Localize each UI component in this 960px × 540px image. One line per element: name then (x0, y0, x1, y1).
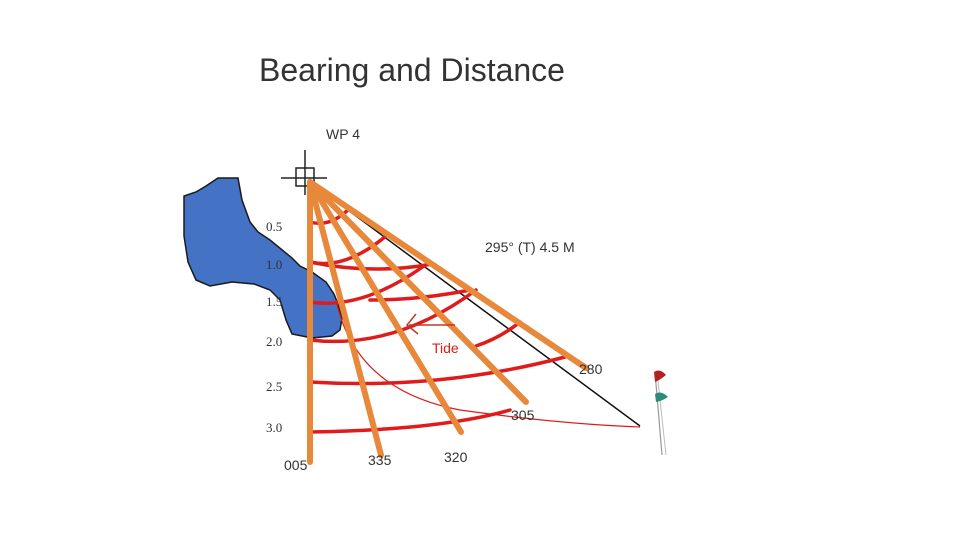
bearing-line-305 (307, 179, 529, 405)
bearing-line-280 (307, 179, 589, 371)
distance-label-1.5: 1.5 (266, 294, 282, 309)
bearing-label-335: 335 (368, 452, 392, 468)
distance-arcs (308, 206, 567, 434)
distance-arc (308, 264, 426, 305)
distance-arc (308, 260, 434, 271)
distance-label-1.0: 1.0 (266, 257, 282, 272)
tide-arrow (405, 313, 455, 335)
land-mass (183, 177, 343, 339)
bearing-label-005: 005 (284, 457, 308, 473)
distance-arc (308, 288, 478, 344)
flag-icon (654, 370, 668, 456)
bearing-distance-label: 295° (T) 4.5 M (485, 239, 575, 255)
distance-label-0.5: 0.5 (266, 219, 282, 234)
bearing-line-335 (307, 179, 384, 458)
distance-arc (308, 355, 567, 386)
waypoint-symbol (281, 150, 327, 195)
slide-title: Bearing and Distance (259, 52, 565, 88)
distance-arc (308, 408, 512, 434)
bearing-label-320: 320 (444, 449, 468, 465)
distance-arc (474, 320, 522, 348)
distance-arc (308, 206, 352, 226)
waypoint-label: WP 4 (326, 126, 360, 142)
tide-label: Tide (432, 340, 459, 356)
bearing-line-320 (307, 179, 464, 435)
bearing-label-305: 305 (511, 407, 535, 423)
distance-label-2.0: 2.0 (266, 334, 282, 349)
bearing-lines (307, 179, 589, 465)
bearing-label-280: 280 (579, 361, 603, 377)
distance-label-3.0: 3.0 (266, 420, 282, 435)
distance-label-2.5: 2.5 (266, 379, 282, 394)
